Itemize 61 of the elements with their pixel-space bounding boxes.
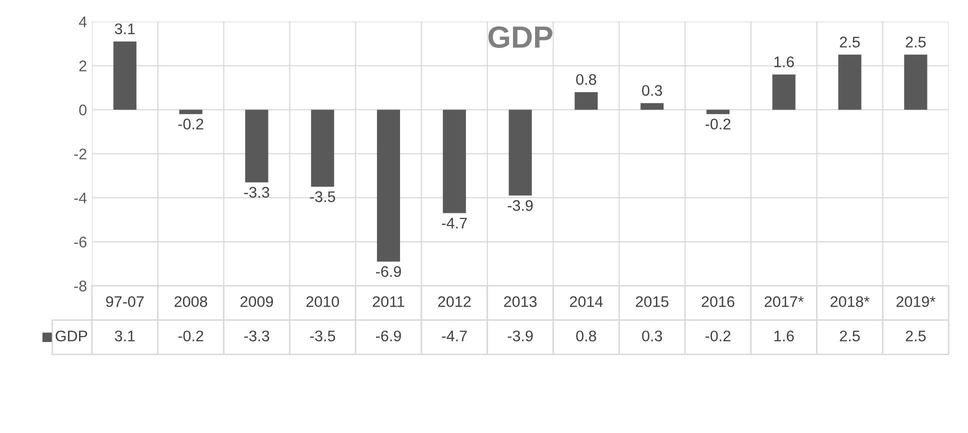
legend-label: GDP [56,330,88,342]
x-tick-label: 2015 [636,296,668,308]
annotation: -6.9 [376,266,401,277]
bar [772,74,796,110]
data-label: 1.6 [774,330,794,342]
bar [838,54,862,110]
bar [311,110,334,187]
bar [904,54,928,110]
bar [706,110,730,114]
x-tick-label: 2009 [240,296,273,308]
annotation: 1.6 [774,56,794,68]
annotation: -3.5 [310,191,336,202]
y-tick-label: -2 [74,148,86,160]
data-label: -6.9 [376,330,401,342]
x-tick-label: 2017* [764,296,804,308]
annotation: -3.9 [508,200,533,211]
x-tick-label: 2008 [174,296,208,308]
chart-title: GDP [488,26,552,48]
data-label: 0.3 [642,330,662,342]
bar [574,92,598,110]
y-tick-label: -4 [74,192,87,204]
data-label: -4.7 [442,330,467,342]
x-tick-label: 2018* [830,296,870,308]
data-label: -3.3 [244,330,270,342]
x-tick-label: 2011 [372,296,404,308]
bar [376,110,400,262]
x-tick-label: 2010 [306,296,339,308]
bar [508,110,532,196]
x-tick-label: 2012 [438,296,471,308]
y-tick-label: 2 [79,60,86,72]
bar [245,110,268,182]
y-tick-label: -6 [74,236,86,248]
y-tick-label: 0 [79,104,86,116]
x-tick-label: 2019* [896,296,936,308]
annotation: 0.8 [576,74,596,85]
x-tick-label: 2013 [504,296,537,308]
annotation: -0.2 [706,118,730,130]
data-label: 3.1 [114,330,135,342]
annotation: 2.5 [840,36,860,48]
data-label: -3.5 [310,330,336,342]
data-label: 0.8 [576,330,596,342]
annotation: 2.5 [906,36,926,48]
annotation: 3.1 [114,23,135,34]
data-label: -0.2 [706,330,730,342]
x-tick-label: 97-07 [106,296,144,308]
y-tick-label: -8 [74,280,86,292]
x-tick-label: 2016 [702,296,734,308]
data-label: 2.5 [840,330,860,342]
bar [442,110,466,214]
bar [640,103,664,110]
x-tick-label: 2014 [570,296,603,308]
data-label: -0.2 [178,330,204,342]
annotation: -3.3 [244,186,270,198]
annotation: -0.2 [178,118,204,130]
annotation: -4.7 [442,218,467,228]
data-label: 2.5 [906,330,926,342]
y-tick-label: 4 [78,16,87,28]
bar [113,41,136,110]
data-label: -3.9 [508,330,533,342]
bar [179,110,202,114]
annotation: 0.3 [642,85,662,96]
